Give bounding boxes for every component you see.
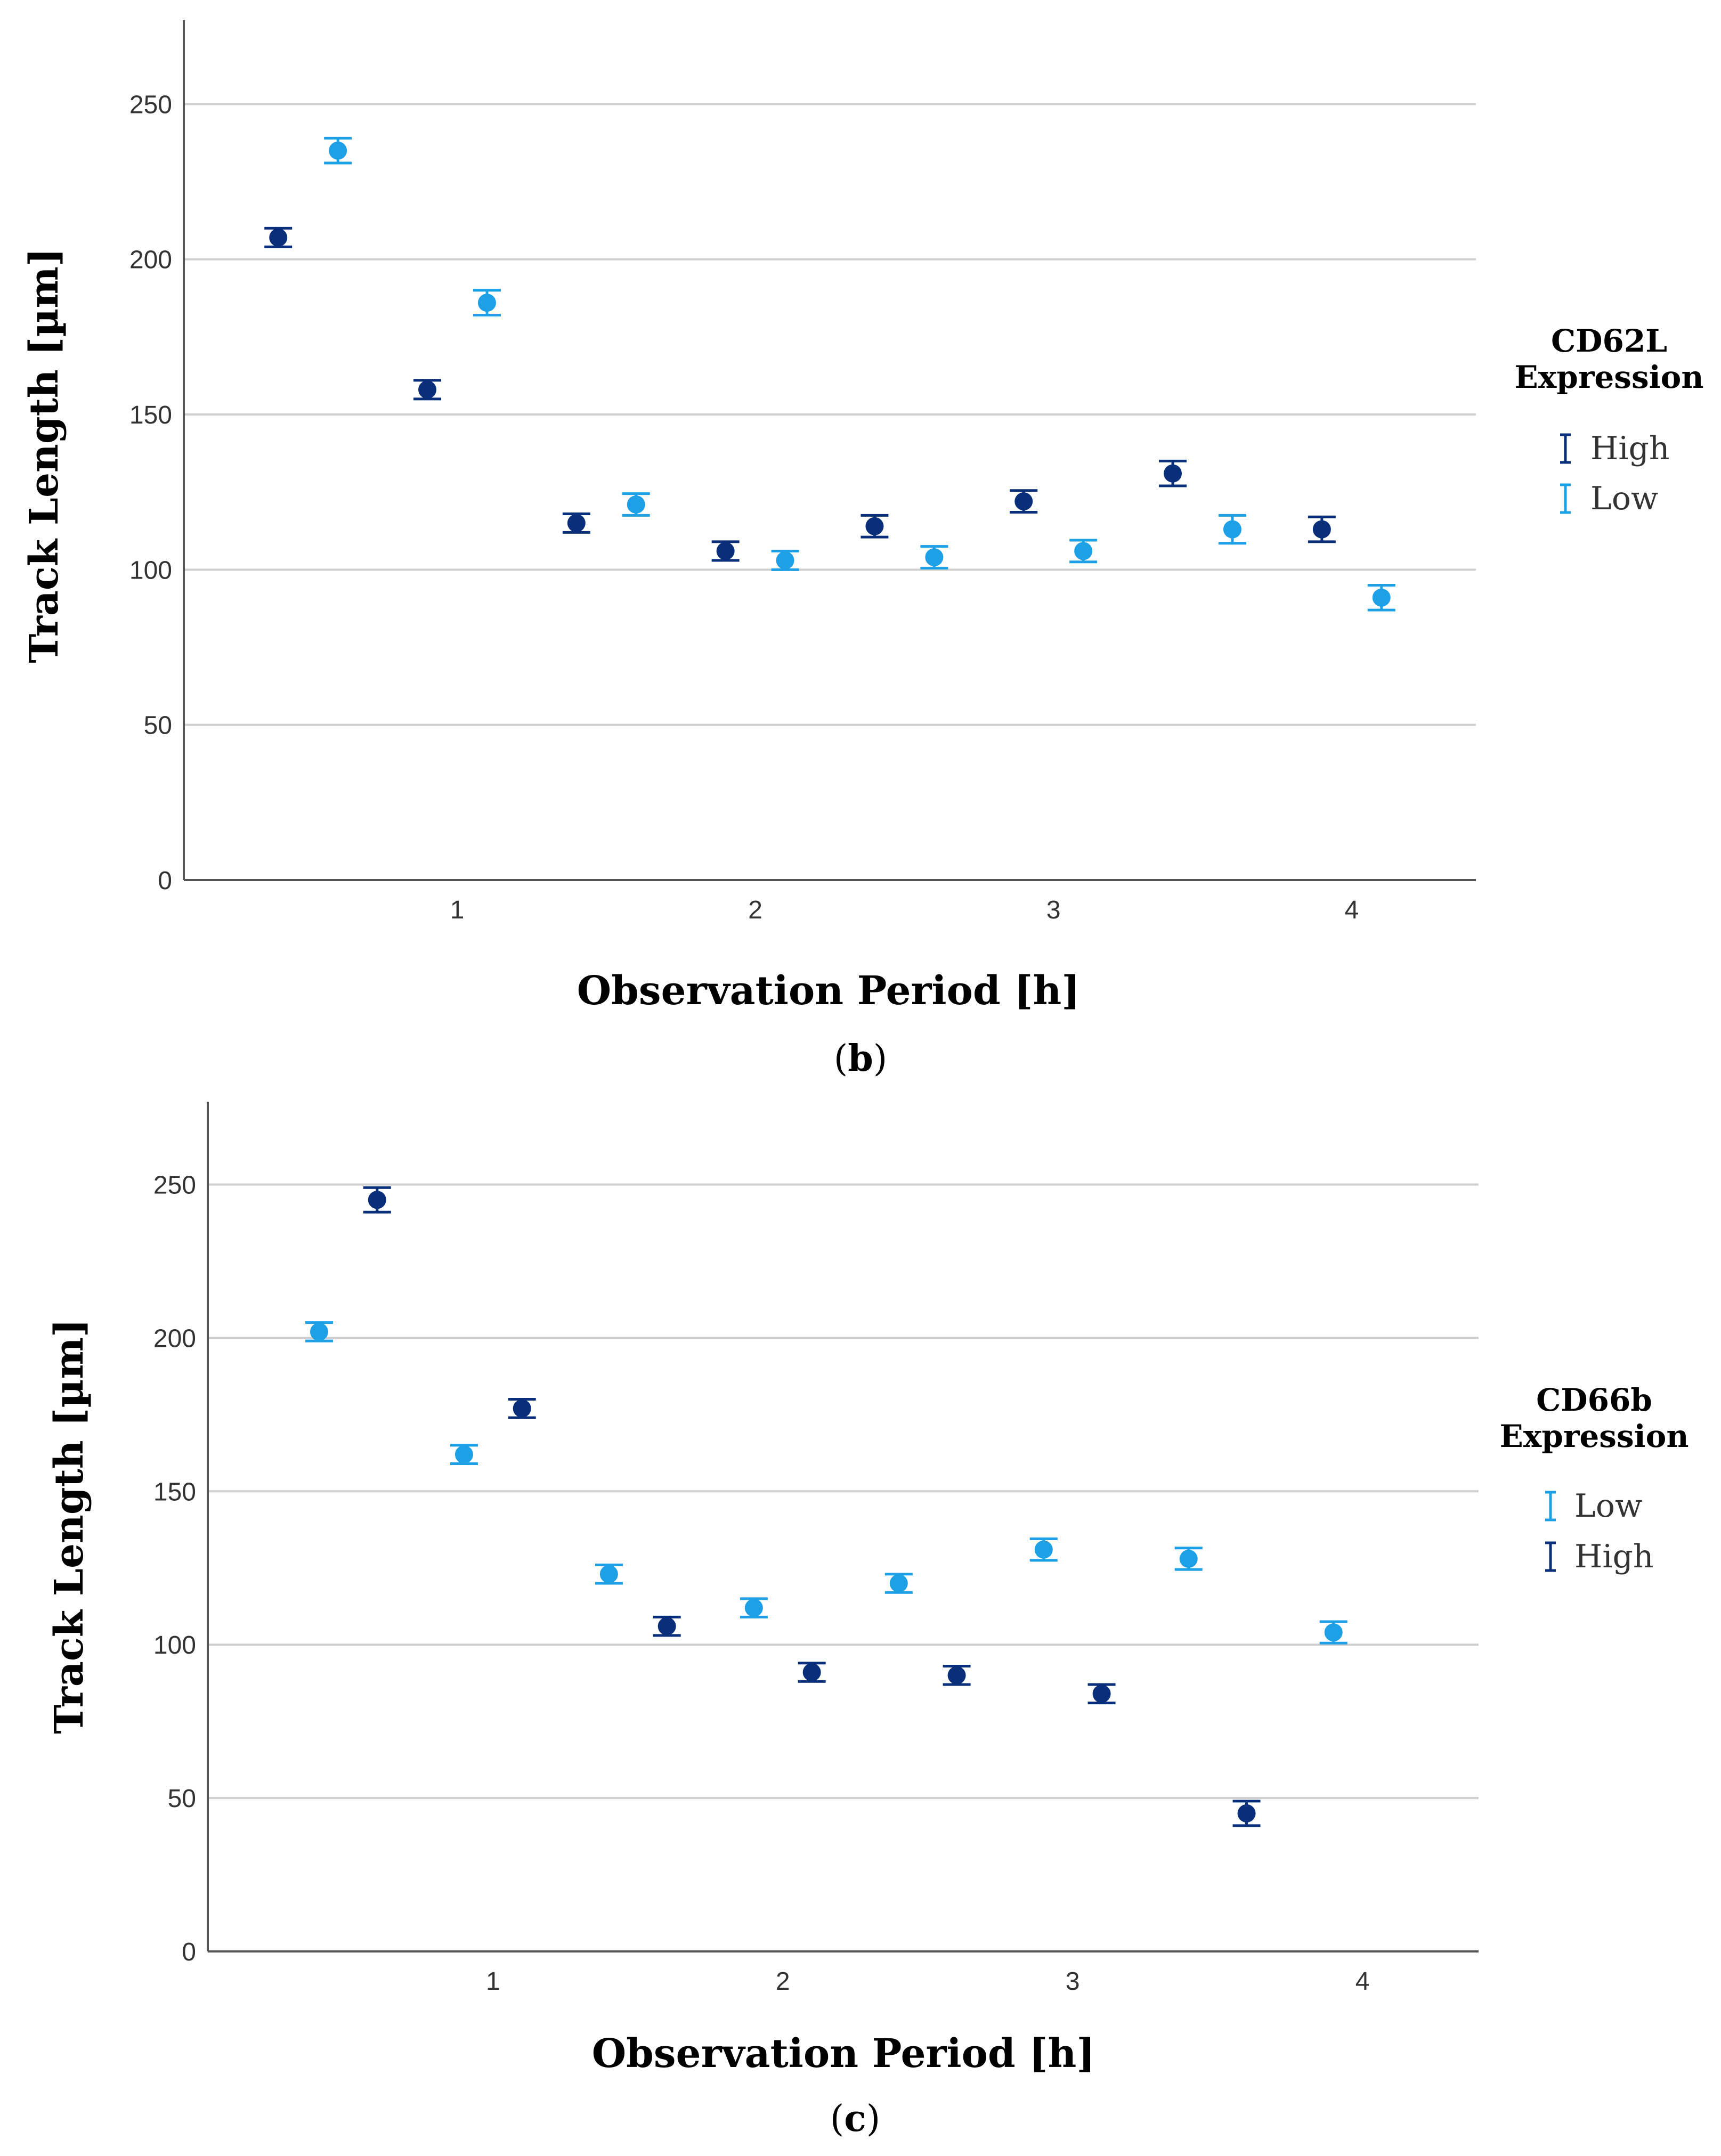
data-point-low (324, 136, 352, 165)
data-point-high (711, 540, 740, 562)
y-tick-label: 150 (153, 1478, 196, 1506)
x-tick-label: 4 (1355, 1967, 1370, 1996)
x-tick-labels: 1 2 3 4 (450, 896, 1359, 924)
data-point-high (413, 379, 442, 401)
x-tick-label: 3 (1066, 1967, 1080, 1996)
legend-title-line2: Expression (1515, 359, 1704, 395)
legend-item-low: Low (1545, 1487, 1642, 1525)
y-tick-label: 100 (129, 556, 172, 584)
data-point-high (1010, 489, 1038, 514)
y-tick-labels: 0 50 100 150 200 250 (153, 1171, 196, 1966)
caption-letter: b (848, 1037, 873, 1080)
data-point-high (562, 512, 590, 534)
y-tick-label: 50 (144, 712, 172, 740)
legend: CD66b Expression Low High (1500, 1382, 1689, 1575)
data-point-high (653, 1615, 681, 1637)
x-tick-label: 2 (748, 896, 762, 924)
data-marks (305, 1186, 1347, 1827)
x-tick-label: 2 (776, 1967, 790, 1996)
data-point-low (1218, 514, 1246, 545)
legend-title-line1: CD66b (1536, 1382, 1652, 1418)
y-tick-label: 0 (182, 1938, 196, 1966)
data-point-low (920, 545, 948, 569)
chart-panel-b: 0 50 100 150 200 250 1 2 3 4 Observation Period … (21, 20, 1704, 1080)
data-point-low (740, 1597, 768, 1618)
panel-caption-c: (c) (830, 2097, 880, 2140)
y-tick-label: 50 (168, 1785, 196, 1813)
legend-label-low: Low (1574, 1487, 1642, 1525)
gridlines (184, 103, 1476, 726)
caption-letter: c (844, 2097, 866, 2140)
x-tick-labels: 1 2 3 4 (486, 1967, 1369, 1996)
data-point-low (595, 1563, 623, 1585)
y-tick-label: 250 (129, 91, 172, 119)
data-point-low (1069, 539, 1098, 564)
x-tick-label: 3 (1046, 896, 1061, 924)
y-axis-title: Track Length [µm] (21, 248, 67, 663)
x-tick-label: 1 (486, 1967, 500, 1996)
legend-label-high: High (1574, 1538, 1654, 1575)
y-tick-label: 150 (129, 401, 172, 429)
data-point-high (860, 514, 889, 539)
y-tick-label: 250 (153, 1171, 196, 1199)
x-tick-label: 4 (1344, 896, 1359, 924)
y-tick-label: 200 (153, 1324, 196, 1353)
panel-caption-b: (b) (834, 1037, 888, 1080)
data-point-low (450, 1444, 478, 1465)
x-axis-title: Observation Period [h] (577, 968, 1081, 1014)
y-axis-title: Track Length [µm] (46, 1319, 92, 1734)
legend-title-line2: Expression (1500, 1418, 1689, 1454)
legend: CD62L Expression High Low (1515, 323, 1704, 517)
data-marks (264, 136, 1395, 612)
y-tick-label: 200 (129, 246, 172, 274)
legend-errorbar-icon-high (1560, 433, 1571, 464)
legend-label-low: Low (1590, 480, 1658, 517)
data-point-low (884, 1573, 913, 1594)
y-tick-label: 100 (153, 1631, 196, 1659)
legend-errorbar-icon-high (1545, 1541, 1556, 1572)
legend-item-high: High (1545, 1538, 1654, 1575)
data-point-low (305, 1321, 333, 1343)
data-point-low (1174, 1547, 1203, 1571)
y-tick-label: 0 (158, 867, 172, 895)
data-point-low (622, 492, 650, 517)
data-point-low (1319, 1620, 1347, 1645)
data-point-low (1029, 1537, 1058, 1562)
gridlines (208, 1183, 1479, 1800)
legend-title-line1: CD62L (1551, 323, 1667, 359)
data-point-high (508, 1398, 536, 1419)
x-axis-title: Observation Period [h] (592, 2031, 1095, 2077)
data-point-low (771, 549, 799, 571)
x-tick-label: 1 (450, 896, 465, 924)
data-point-low (1367, 583, 1395, 612)
data-point-high (264, 226, 293, 248)
data-point-high (1087, 1683, 1116, 1705)
data-point-high (1232, 1800, 1261, 1827)
legend-errorbar-icon-low (1545, 1491, 1556, 1522)
legend-errorbar-icon-low (1560, 483, 1571, 514)
data-point-high (1308, 515, 1336, 543)
y-tick-labels: 0 50 100 150 200 250 (129, 91, 172, 895)
data-point-high (1159, 459, 1187, 487)
legend-item-high: High (1560, 430, 1670, 467)
legend-label-high: High (1590, 430, 1670, 467)
data-point-high (363, 1186, 391, 1214)
data-point-high (798, 1662, 826, 1683)
legend-item-low: Low (1560, 480, 1658, 517)
data-point-low (473, 289, 501, 317)
data-point-high (943, 1664, 971, 1686)
chart-panel-c: 0 50 100 150 200 250 1 2 3 4 Observation Period … (46, 1102, 1689, 2140)
